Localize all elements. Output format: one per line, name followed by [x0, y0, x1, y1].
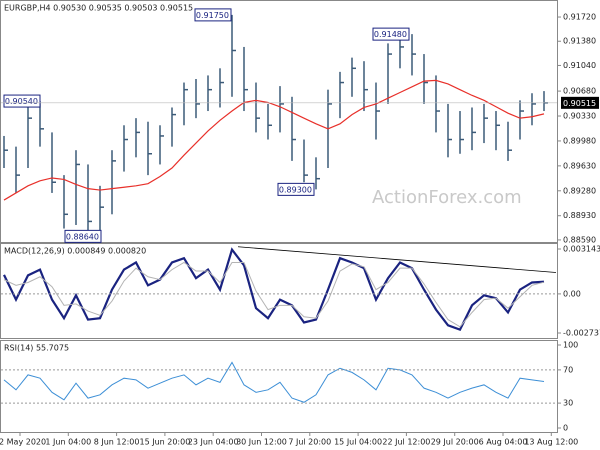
y-tick-label: 0.91380 [563, 37, 596, 46]
annotation-box [277, 182, 315, 196]
annotation-label: 0.88640 [66, 232, 99, 241]
x-tick-label: 8 Jun 12:00 [94, 438, 140, 447]
annotation-label: 0.90540 [5, 97, 38, 106]
x-tick-label: 15 Jul 04:00 [334, 438, 382, 447]
y-tick-label: 0.91720 [563, 13, 596, 22]
y-tick-label: 0.89280 [563, 186, 596, 195]
annotation-box [194, 8, 232, 22]
y-tick-label: -0.002737 [563, 329, 600, 338]
annotation-label: 0.89300 [279, 185, 312, 194]
annotation-box [64, 229, 102, 243]
panel-title: MACD(12,26,9) 0.000849 0.000820 [4, 247, 146, 256]
trendline [237, 246, 557, 273]
annotation-box [3, 94, 41, 108]
x-tick-label: 29 Jul 20:00 [431, 438, 479, 447]
y-tick-label: 100 [563, 341, 578, 350]
y-tick-label: 0.00 [563, 289, 581, 298]
price-panel-frame [0, 0, 558, 243]
y-tick-label: 70 [563, 365, 573, 374]
annotation-label: 0.91750 [196, 11, 229, 20]
indicator-line [3, 361, 545, 403]
annotation-label: 0.91480 [374, 30, 407, 39]
panel-title: EURGBP,H4 0.90530 0.90535 0.90503 0.9051… [4, 4, 193, 13]
plot-area [3, 14, 557, 403]
y-tick-label: 0.89980 [563, 136, 596, 145]
x-tick-label: 13 Aug 12:00 [524, 438, 578, 447]
last-price-label: 0.90515 [563, 99, 596, 108]
y-tick-label: 0.88590 [563, 235, 596, 244]
y-tick-label: 0.88930 [563, 211, 596, 220]
moving-average [3, 79, 545, 201]
y-tick-label: 0.003143 [563, 245, 600, 254]
x-tick-label: 7 Jul 20:00 [288, 438, 331, 447]
y-tick-label: 0.91040 [563, 61, 596, 70]
x-tick-label: 15 Jun 20:00 [139, 438, 190, 447]
indicator-line [3, 261, 545, 328]
x-tick-label: 1 Jun 04:00 [45, 438, 91, 447]
y-tick-label: 30 [563, 399, 573, 408]
panel-title: RSI(14) 55.7075 [4, 344, 69, 353]
y-tick-label: 0.90330 [563, 112, 596, 121]
last-price-box [561, 96, 599, 109]
x-tick-label: 23 Jun 04:00 [188, 438, 239, 447]
y-tick-label: 0.89630 [563, 161, 596, 170]
indicator-line [3, 247, 545, 331]
y-tick-label: 0 [563, 424, 568, 433]
x-tick-label: 30 Jun 12:00 [236, 438, 287, 447]
x-tick-label: 22 Jul 12:00 [382, 438, 430, 447]
macd-panel-frame [0, 243, 558, 339]
x-tick-label: 22 May 2020 [0, 438, 46, 447]
rsi-panel-frame [0, 340, 558, 433]
watermark: ActionForex.com [372, 187, 522, 208]
y-tick-label: 0.90680 [563, 87, 596, 96]
annotation-box [372, 27, 410, 41]
x-tick-label: 6 Aug 04:00 [479, 438, 528, 447]
